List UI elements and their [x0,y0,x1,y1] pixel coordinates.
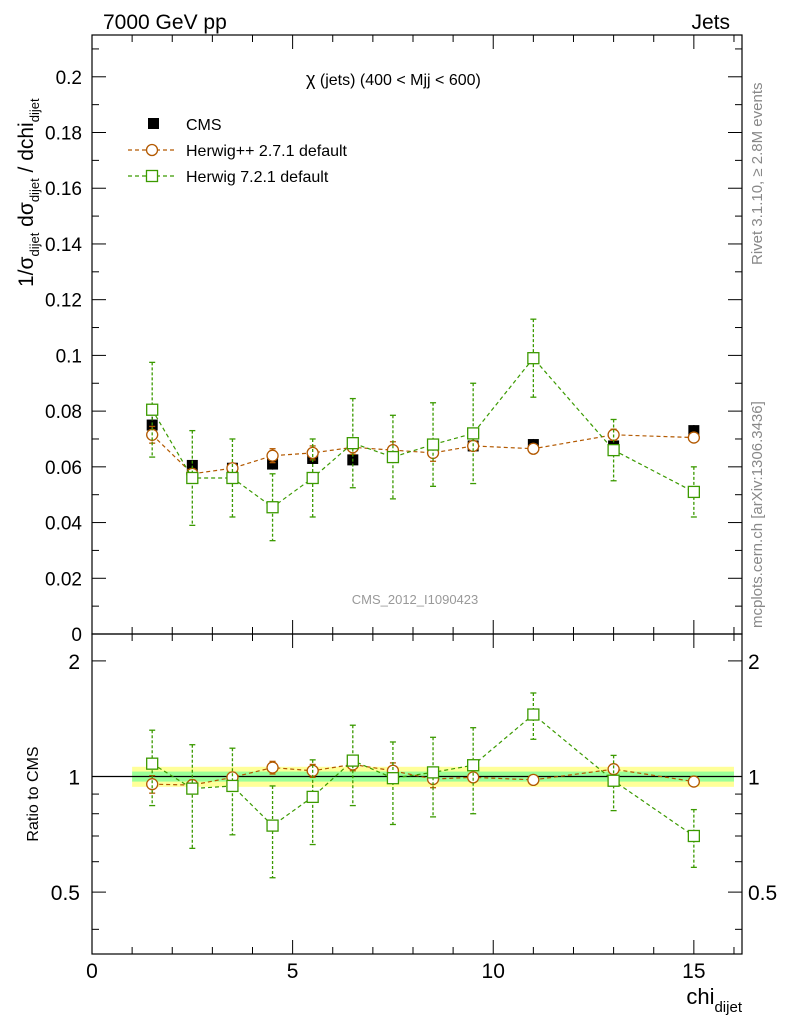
y-tick-label: 0.06 [45,458,82,479]
data-point-herwig7 [687,485,701,499]
ratio-point-herwigpp [527,773,540,787]
ratio-point-herwig7 [386,772,400,785]
y-tick-label: 0.14 [45,235,82,256]
ratio-y-tick-label-right: 0.5 [748,882,777,905]
legend-label-herwigpp: Herwig++ 2.7.1 default [186,143,348,160]
ratio-point-herwig7 [527,708,540,721]
y-tick-label: 0 [71,625,82,646]
x-tick-label: 0 [86,960,98,983]
legend-marker-cms [148,118,159,129]
x-tick-label: 10 [482,960,505,983]
data-point-herwigpp [306,446,319,460]
ratio-point-herwig7 [146,757,159,770]
data-point-herwig7 [186,471,199,485]
ratio-point-herwig7 [266,819,279,832]
series-line [151,434,694,475]
ratio-point-herwig7 [306,790,319,804]
ratio-point-herwig7 [186,782,199,795]
ratio-y-tick-label: 0.5 [51,882,80,905]
data-point-herwig7 [386,450,400,464]
data-point-herwig7 [426,438,440,451]
data-point-cms [688,425,700,437]
ratio-point-herwig7 [226,779,239,793]
ratio-point-herwigpp [266,761,279,774]
ratio-panel-data [92,692,742,879]
ratio-point-herwig7 [607,774,620,787]
ratio-ylabel: Ratio to CMS [25,746,42,841]
y-tick-label: 0.02 [45,569,82,590]
y-tick-label: 0.18 [45,124,82,145]
ratio-point-herwig7 [426,766,440,779]
legend: CMS Herwig++ 2.7.1 default Herwig 7.2.1 … [128,117,348,186]
y-tick-label: 0.12 [45,291,82,312]
ratio-series-line [151,713,695,837]
ratio-panel-ticks: 0.5 0.5 1 1 2 2 0 5 10 15 [51,634,777,983]
ratio-point-herwig7 [687,829,701,843]
series-line [151,357,695,508]
data-point-herwigpp [266,449,279,462]
panel-title: χ (jets) (400 < Mjj < 600) [306,69,481,89]
x-tick-label: 5 [287,960,299,983]
ratio-y-tick-label-right: 1 [748,767,760,790]
panel-title-chi: χ [306,69,316,89]
data-point-herwig7 [226,471,239,485]
header-right: Jets [691,11,730,34]
y-tick-label: 0.1 [56,346,82,367]
data-point-cms [267,458,279,470]
top-ylabel: 1/σdijet dσdijet / dchidijet [15,98,42,287]
ratio-point-herwigpp [146,778,159,791]
y-tick-label: 0.08 [45,402,82,423]
y-tick-label: 0.16 [45,179,82,200]
x-axis-label: chidijet [686,984,742,1016]
data-point-herwig7 [346,437,359,450]
top-panel-data [146,318,701,542]
data-point-herwig7 [527,352,540,365]
mcplots-label: mcplots.cern.ch [arXiv:1306.3436] [749,401,766,628]
watermark: CMS_2012_I1090423 [352,592,479,607]
data-point-herwigpp [687,431,701,444]
ratio-y-tick-label: 1 [68,767,80,790]
rivet-label: Rivet 3.1.10, ≥ 2.8M events [749,83,766,266]
ratio-y-tick-label-right: 2 [748,651,760,674]
legend-marker-herwigpp [145,143,159,157]
x-tick-label: 15 [682,960,705,983]
ratio-point-herwig7 [467,759,480,772]
data-point-herwig7 [306,471,319,485]
ratio-point-herwigpp [687,775,701,788]
data-point-herwig7 [607,443,620,457]
data-point-herwig7 [266,501,279,514]
legend-label-cms: CMS [186,117,222,134]
data-point-herwig7 [467,427,480,440]
y-tick-label: 0.2 [56,68,82,89]
data-point-herwigpp [527,442,540,455]
data-point-cms [186,459,198,471]
legend-label-herwig7: Herwig 7.2.1 default [186,169,329,186]
top-panel-ticks: 0 0.02 0.04 0.06 0.08 0.1 0.12 0.14 0.16 0.18 0.2 [45,35,742,646]
panel-title-rest: (jets) (400 < Mjj < 600) [315,72,480,89]
header-left: 7000 GeV pp [103,11,227,34]
ratio-y-tick-label: 2 [68,651,80,674]
y-tick-label: 0.04 [45,514,82,535]
ratio-point-herwig7 [346,754,359,767]
data-point-herwig7 [146,403,159,416]
legend-marker-herwig7 [145,169,159,183]
